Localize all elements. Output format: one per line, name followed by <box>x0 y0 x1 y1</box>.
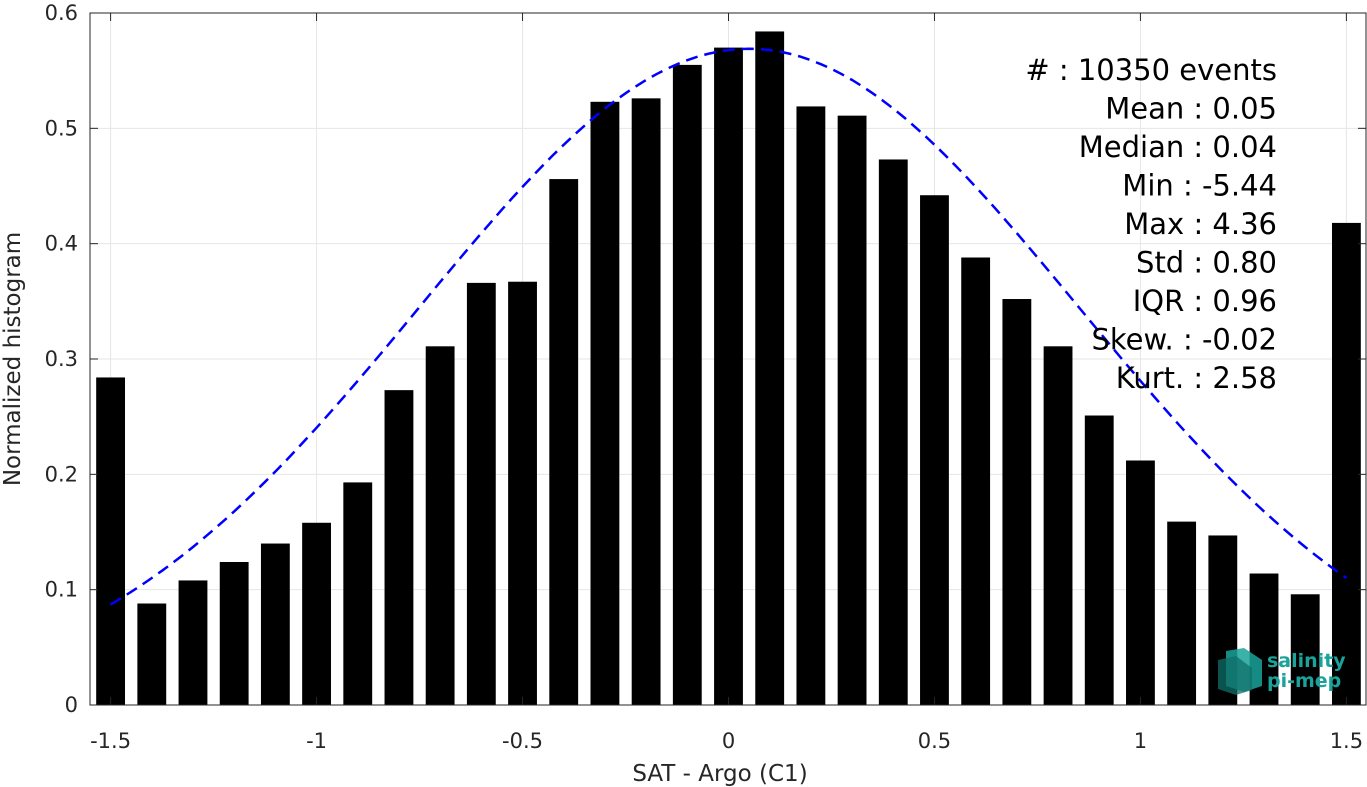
bar-14 <box>672 64 702 705</box>
bars <box>96 31 1361 706</box>
bar-26 <box>1167 521 1197 705</box>
y-tick-label-1: 0.1 <box>45 578 78 602</box>
logo-line1: salinity <box>1267 650 1346 672</box>
logo-line2: pi-mep <box>1267 670 1341 692</box>
bar-8 <box>425 346 455 705</box>
bar-2 <box>178 580 208 705</box>
stat-line-4: Max : 4.36 <box>1124 207 1277 241</box>
y-axis-label: Normalized histogram <box>0 232 26 486</box>
stat-line-0: # : 10350 events <box>1025 53 1277 87</box>
x-tick-label-6: 1.5 <box>1330 729 1363 753</box>
logo-cube-shade <box>1218 656 1252 695</box>
x-tick-label-4: 0.5 <box>918 729 951 753</box>
tick-marks <box>90 12 1366 706</box>
bar-22 <box>1002 299 1032 705</box>
x-tick-label-2: -0.5 <box>502 729 543 753</box>
bar-20 <box>920 195 949 705</box>
bar-21 <box>961 257 991 705</box>
bar-15 <box>714 47 743 706</box>
bar-24 <box>1084 415 1114 705</box>
y-tick-label-5: 0.5 <box>45 116 78 140</box>
bar-16 <box>755 31 785 706</box>
x-tick-label-1: -1 <box>306 729 327 753</box>
bar-13 <box>631 98 661 705</box>
bar-23 <box>1043 346 1073 705</box>
statistics-box: # : 10350 events Mean : 0.05 Median : 0.04… <box>1025 53 1277 395</box>
bar-18 <box>837 115 867 705</box>
y-tick-labels: 0 0.1 0.2 0.3 0.4 0.5 0.6 <box>45 1 78 717</box>
stat-line-2: Median : 0.04 <box>1079 130 1277 164</box>
stat-line-7: Skew. : -0.02 <box>1091 323 1277 357</box>
y-tick-label-6: 0.6 <box>45 1 78 25</box>
bar-12 <box>590 101 620 706</box>
bar-4 <box>260 543 290 705</box>
bar-9 <box>466 282 496 705</box>
salinity-pimep-logo: salinity pi-mep <box>1218 648 1346 695</box>
bar-0 <box>96 377 126 705</box>
bar-11 <box>549 179 579 705</box>
bar-29 <box>1290 594 1320 705</box>
stat-line-5: Std : 0.80 <box>1136 246 1277 280</box>
bar-1 <box>137 603 167 705</box>
bar-6 <box>343 482 373 705</box>
bar-17 <box>796 106 826 706</box>
x-tick-label-5: 1 <box>1134 729 1147 753</box>
stat-line-1: Mean : 0.05 <box>1105 92 1277 126</box>
bar-10 <box>508 281 537 705</box>
gaussian-fit-line <box>109 47 1348 606</box>
bar-30 <box>1331 222 1361 705</box>
x-tick-label-3: 0 <box>722 729 735 753</box>
bar-25 <box>1126 460 1155 705</box>
x-tick-label-0: -1.5 <box>90 729 131 753</box>
stat-line-8: Kurt. : 2.58 <box>1116 361 1277 395</box>
stat-line-6: IQR : 0.96 <box>1133 284 1277 318</box>
y-tick-label-0: 0 <box>65 693 78 717</box>
bar-19 <box>878 159 908 705</box>
x-tick-labels: -1.5 -1 -0.5 0 0.5 1 1.5 <box>90 729 1363 753</box>
bar-7 <box>384 390 414 705</box>
y-tick-label-3: 0.3 <box>45 347 78 371</box>
y-tick-label-2: 0.2 <box>45 462 78 486</box>
bar-3 <box>219 561 249 705</box>
y-tick-label-4: 0.4 <box>45 232 78 256</box>
stat-line-3: Min : -5.44 <box>1122 169 1277 203</box>
bar-5 <box>302 522 331 705</box>
x-axis-label: SAT - Argo (C1) <box>632 761 807 787</box>
